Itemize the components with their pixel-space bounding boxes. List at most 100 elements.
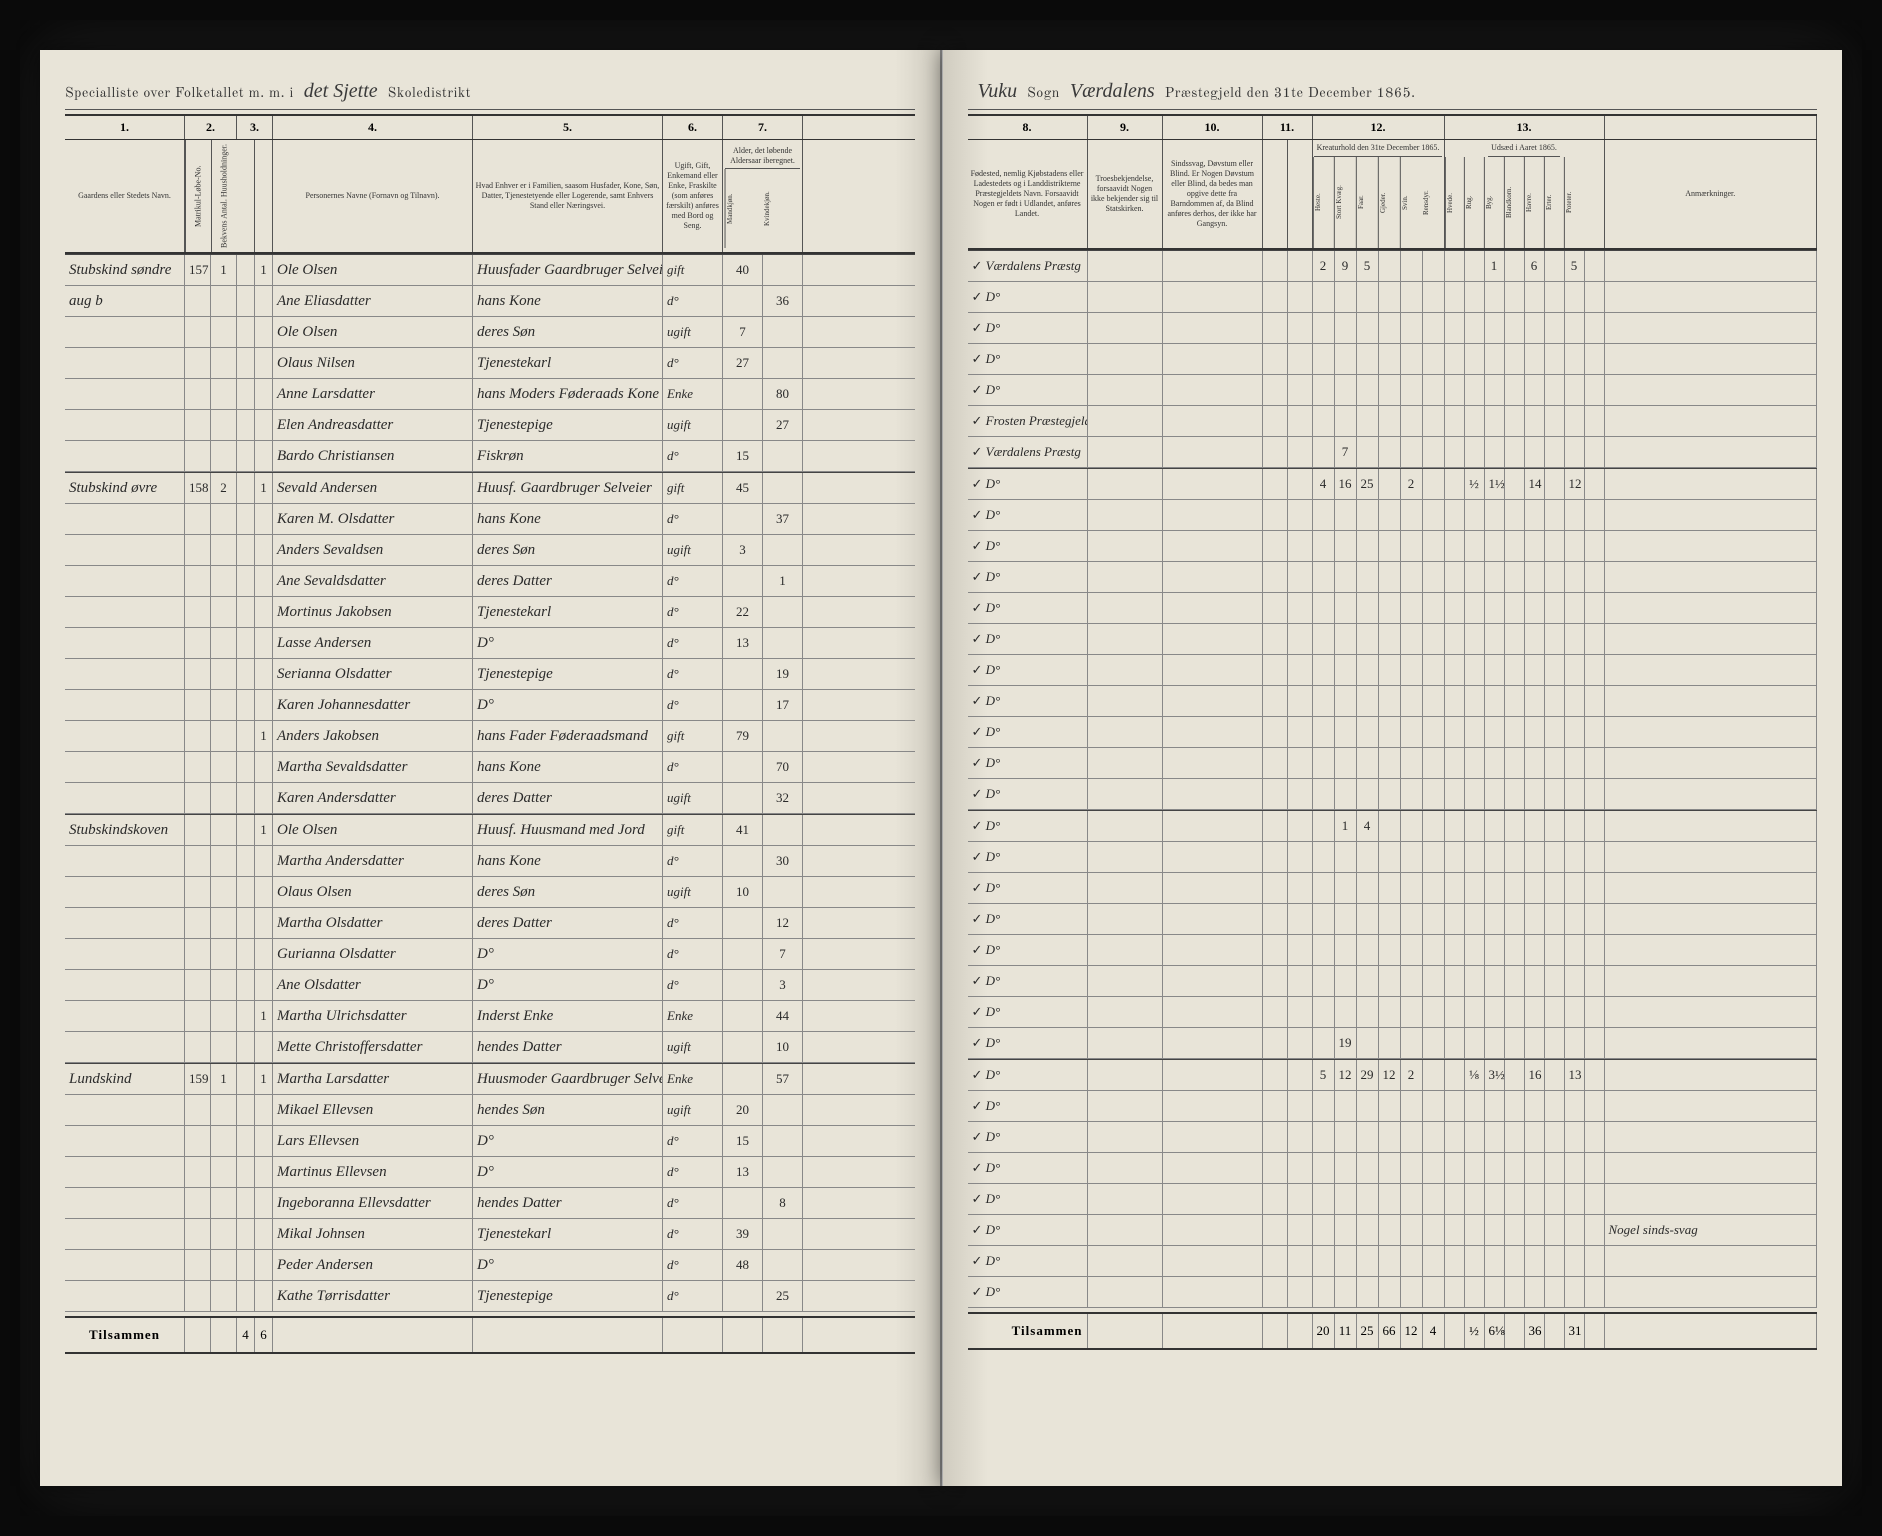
cell-disability bbox=[1163, 313, 1263, 343]
colnum-anm bbox=[1605, 116, 1818, 139]
cell-c12-4 bbox=[1401, 1028, 1423, 1058]
cell-c12-0 bbox=[1313, 344, 1335, 374]
cell-c12-2 bbox=[1357, 1122, 1379, 1152]
page-left: Specialliste over Folketallet m. m. i de… bbox=[40, 50, 942, 1486]
cell-c13-5 bbox=[1545, 748, 1565, 778]
cell-c13-5 bbox=[1545, 1122, 1565, 1152]
cell-disability bbox=[1163, 1246, 1263, 1276]
cell-3a bbox=[237, 939, 255, 969]
cell-3a bbox=[237, 473, 255, 503]
cell-c12-4 bbox=[1401, 966, 1423, 996]
cell-age-m: 45 bbox=[723, 473, 763, 503]
colnum-7: 7. bbox=[723, 116, 803, 139]
cell-c13-5 bbox=[1545, 1091, 1565, 1121]
cell-name: Mortinus Jakobsen bbox=[273, 597, 473, 627]
cell-place bbox=[65, 659, 185, 689]
cell-c13-5 bbox=[1545, 1153, 1565, 1183]
cell-disability bbox=[1163, 344, 1263, 374]
cell-name: Karen M. Olsdatter bbox=[273, 504, 473, 534]
cell-hh bbox=[211, 815, 237, 845]
cell-c12-5 bbox=[1423, 406, 1445, 436]
cell-birth: ✓ D° bbox=[968, 469, 1088, 499]
cell-c12-1 bbox=[1335, 500, 1357, 530]
table-row: 1Anders Jakobsenhans Fader Føderaadsmand… bbox=[65, 721, 915, 752]
cell-birth: ✓ D° bbox=[968, 282, 1088, 312]
cell-3a bbox=[237, 1064, 255, 1094]
colhead-relation: Hvad Enhver er i Familien, saasom Husfad… bbox=[473, 140, 663, 252]
cell-c13-6 bbox=[1565, 313, 1585, 343]
cell-c12-2 bbox=[1357, 1215, 1379, 1245]
cell-c13-6 bbox=[1565, 437, 1585, 467]
cell-place bbox=[65, 1250, 185, 1280]
cell-3a bbox=[237, 410, 255, 440]
cell-hh: 2 bbox=[211, 473, 237, 503]
cell-name: Karen Johannesdatter bbox=[273, 690, 473, 720]
cell-hh: 1 bbox=[211, 255, 237, 285]
cell-c12-0 bbox=[1313, 406, 1335, 436]
cell-c12-4 bbox=[1401, 562, 1423, 592]
cell-disability bbox=[1163, 1153, 1263, 1183]
cell-faith bbox=[1088, 1122, 1163, 1152]
cell-place bbox=[65, 317, 185, 347]
cell-remarks bbox=[1605, 686, 1818, 716]
cell-remarks bbox=[1605, 904, 1818, 934]
cell-c12-0 bbox=[1313, 873, 1335, 903]
cell-remarks bbox=[1605, 500, 1818, 530]
cell-c13-4 bbox=[1525, 811, 1545, 841]
colhead-disability: Sindssvag, Døvstum eller Blind. Er Nogen… bbox=[1163, 140, 1263, 248]
cell-relation: hendes Søn bbox=[473, 1095, 663, 1125]
table-row: ✓ D° bbox=[968, 748, 1818, 779]
cell-relation: deres Datter bbox=[473, 566, 663, 596]
cell-age-k bbox=[763, 317, 803, 347]
cell-age-k bbox=[763, 348, 803, 378]
cell-c12-0: 2 bbox=[1313, 251, 1335, 281]
cell-c13-5 bbox=[1545, 686, 1565, 716]
cell-3b bbox=[255, 1157, 273, 1187]
cell-c13-5 bbox=[1545, 935, 1565, 965]
cell-c13-1 bbox=[1465, 593, 1485, 623]
cell-matno bbox=[185, 1219, 211, 1249]
cell-c13-1 bbox=[1465, 1122, 1485, 1152]
cell-age-m: 41 bbox=[723, 815, 763, 845]
tot12e: 12 bbox=[1401, 1314, 1423, 1348]
title-row-right: Vuku Sogn Værdalens Præstegjeld den 31te… bbox=[968, 80, 1818, 110]
cell-remarks bbox=[1605, 842, 1818, 872]
cell-relation: deres Søn bbox=[473, 877, 663, 907]
cell-c12-2: 25 bbox=[1357, 469, 1379, 499]
cell-c12-1 bbox=[1335, 686, 1357, 716]
cell-name: Mikal Johnsen bbox=[273, 1219, 473, 1249]
cell-c12-0 bbox=[1313, 593, 1335, 623]
cell-hh bbox=[211, 535, 237, 565]
cell-3b bbox=[255, 1219, 273, 1249]
cell-age-m: 40 bbox=[723, 255, 763, 285]
cell-c12-0 bbox=[1313, 531, 1335, 561]
cell-name: Martinus Ellevsen bbox=[273, 1157, 473, 1187]
cell-remarks bbox=[1605, 469, 1818, 499]
cell-age-m bbox=[723, 379, 763, 409]
cell-place bbox=[65, 1281, 185, 1311]
table-row: ✓ D°14 bbox=[968, 810, 1818, 842]
cell-c13-2 bbox=[1485, 1215, 1505, 1245]
table-row: Lundskind15911Martha LarsdatterHuusmoder… bbox=[65, 1063, 915, 1095]
cell-name: Ole Olsen bbox=[273, 317, 473, 347]
cell-matno bbox=[185, 970, 211, 1000]
colnum-row-right: 8. 9. 10. 11. 12. 13. bbox=[968, 114, 1818, 140]
cell-c13-1 bbox=[1465, 1028, 1485, 1058]
cell-birth: ✓ D° bbox=[968, 686, 1088, 716]
cell-3a bbox=[237, 1250, 255, 1280]
cell-c12-5 bbox=[1423, 1060, 1445, 1090]
cell-place bbox=[65, 1126, 185, 1156]
cell-c13-0 bbox=[1445, 904, 1465, 934]
cell-c13-6 bbox=[1565, 531, 1585, 561]
table-row: Stubskind søndre15711Ole OlsenHuusfader … bbox=[65, 254, 915, 286]
cell-disability bbox=[1163, 811, 1263, 841]
cell-c12-1 bbox=[1335, 593, 1357, 623]
cell-name: Ole Olsen bbox=[273, 815, 473, 845]
cell-remarks bbox=[1605, 437, 1818, 467]
cell-c12-4 bbox=[1401, 531, 1423, 561]
cell-disability bbox=[1163, 624, 1263, 654]
cell-c13-6 bbox=[1565, 344, 1585, 374]
cell-c13-6 bbox=[1565, 686, 1585, 716]
colhead-livestock: Kreaturhold den 31te December 1865. Hest… bbox=[1313, 140, 1445, 248]
cell-c13-4 bbox=[1525, 1215, 1545, 1245]
